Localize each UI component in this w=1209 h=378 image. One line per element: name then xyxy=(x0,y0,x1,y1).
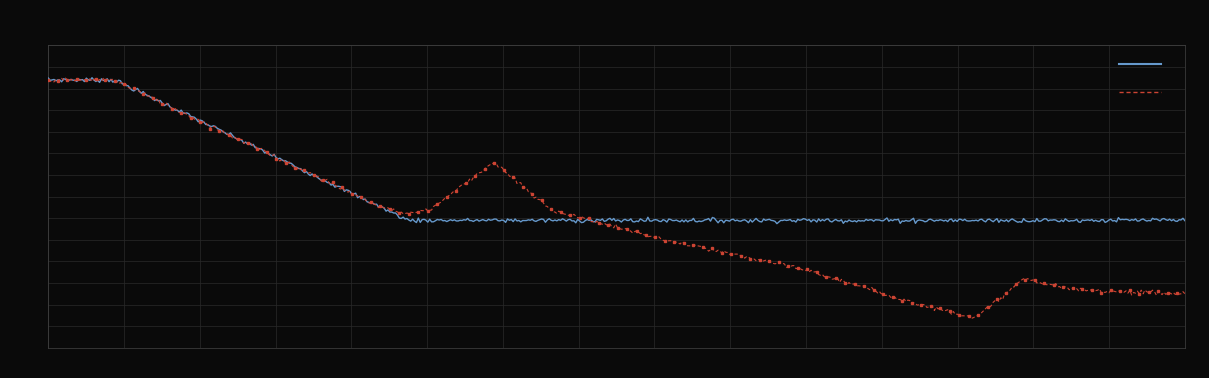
Legend: , : , xyxy=(1120,58,1173,100)
